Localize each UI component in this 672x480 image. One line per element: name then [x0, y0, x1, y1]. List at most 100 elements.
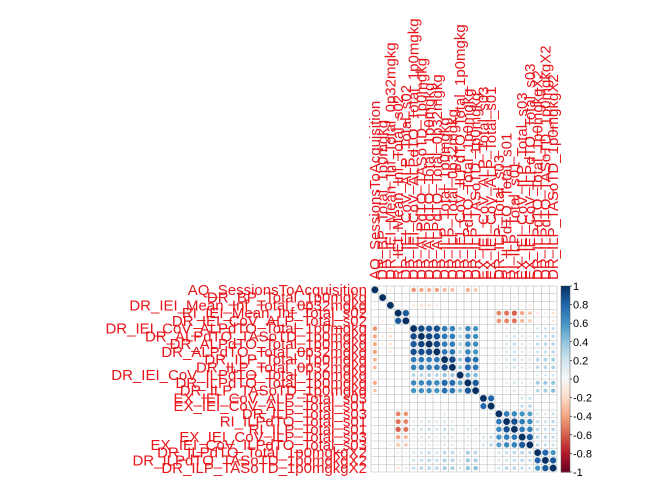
correlation-circle [464, 379, 472, 387]
correlation-circle [528, 303, 532, 307]
correlation-circle [490, 289, 492, 291]
correlation-circle [473, 372, 479, 378]
correlation-circle [512, 404, 516, 408]
correlation-circle [417, 340, 425, 348]
correlation-circle [410, 387, 417, 394]
correlation-circle [489, 442, 494, 447]
correlation-circle [374, 444, 376, 446]
row-label: DR_IEI_CoV_ALP_Total_s02 [172, 313, 367, 330]
correlation-circle [520, 350, 524, 354]
legend-swatch [561, 390, 570, 394]
legend-swatch [561, 444, 570, 447]
legend-swatch [561, 413, 570, 417]
legend-swatch [561, 292, 570, 296]
legend-tick-label: -0.8 [573, 448, 592, 460]
correlation-circle [442, 458, 447, 463]
correlation-circle [482, 389, 485, 392]
correlation-circle [457, 388, 463, 394]
legend-swatch [561, 427, 570, 431]
correlation-circle [474, 304, 477, 307]
correlation-circle [467, 296, 469, 299]
correlation-circle [551, 373, 555, 377]
correlation-circle [497, 458, 501, 463]
correlation-circle [405, 343, 407, 345]
correlation-circle [389, 397, 392, 400]
correlation-circle [374, 451, 376, 454]
row-label: DR_ILP_TASoTD_1p0mgkg [180, 383, 367, 400]
correlation-circle [450, 372, 455, 378]
correlation-circle [497, 365, 501, 369]
correlation-circle [450, 450, 455, 455]
legend-swatch [561, 446, 570, 450]
correlation-circle [535, 357, 540, 362]
correlation-circle [402, 317, 410, 325]
correlation-circle [420, 397, 423, 400]
correlation-circle [433, 364, 441, 371]
correlation-circle [441, 363, 449, 371]
correlation-circle [535, 380, 540, 386]
correlation-circle [403, 418, 409, 425]
correlation-circle [474, 312, 477, 314]
correlation-circle [528, 350, 532, 354]
correlation-circle [535, 419, 540, 424]
correlation-circle [505, 303, 509, 307]
correlation-circle [381, 413, 384, 415]
correlation-circle [474, 397, 477, 400]
correlation-circle [543, 334, 548, 339]
correlation-circle [458, 420, 462, 423]
correlation-circle [433, 340, 441, 348]
correlation-circle [374, 436, 376, 438]
correlation-circle [442, 372, 448, 378]
correlation-circle [458, 349, 463, 354]
correlation-circle [482, 381, 485, 384]
correlation-circle [442, 435, 447, 439]
correlation-circle [543, 326, 548, 331]
correlation-circle [543, 435, 548, 440]
correlation-circle [451, 320, 454, 322]
correlation-circle [397, 343, 399, 345]
correlation-circle [520, 373, 524, 377]
correlation-circle [417, 325, 425, 333]
correlation-circle [464, 348, 471, 355]
correlation-circle [550, 357, 556, 362]
correlation-circle [489, 420, 493, 423]
correlation-circle [433, 332, 441, 340]
correlation-circle [481, 443, 486, 447]
row-label: EX_IEI_CoV_ILPdTO_Total_s03 [150, 437, 367, 454]
legend-swatch [561, 365, 570, 368]
row-label: EX_IEI_CoV_ALP_Total_s03 [174, 390, 367, 407]
correlation-circle [397, 289, 399, 291]
correlation-circle [397, 389, 399, 392]
correlation-circle [373, 296, 376, 299]
row-label: DR_ILP_TASoTD_1p0mgkgX2 [161, 460, 367, 477]
correlation-circle [481, 435, 486, 439]
correlation-circle [427, 458, 432, 463]
legend-swatch [561, 392, 570, 396]
correlation-circle [518, 426, 526, 433]
matrix-grid [370, 285, 558, 473]
legend-swatch [561, 374, 570, 378]
legend-swatch [561, 465, 570, 468]
correlation-circle [505, 381, 509, 385]
correlation-circle [420, 312, 423, 314]
correlation-circle [428, 312, 430, 314]
correlation-circle [372, 333, 378, 339]
correlation-circle [425, 325, 433, 333]
column-label: RI_ILPdTO_Total_s01 [499, 133, 516, 280]
correlation-circle [520, 365, 524, 370]
correlation-circle [458, 326, 463, 331]
correlation-circle [428, 320, 430, 322]
legend-swatch [561, 367, 570, 371]
correlation-circle [425, 332, 433, 340]
correlation-circle [529, 289, 531, 291]
correlation-circle [520, 466, 525, 471]
correlation-circle [420, 405, 423, 407]
legend-swatch [561, 381, 570, 385]
legend-swatch [561, 397, 570, 401]
correlation-circle [433, 379, 440, 386]
correlation-circle [412, 420, 416, 424]
correlation-circle [464, 356, 472, 363]
correlation-circle [436, 320, 438, 322]
legend-swatch [561, 383, 570, 387]
correlation-circle [381, 334, 385, 338]
